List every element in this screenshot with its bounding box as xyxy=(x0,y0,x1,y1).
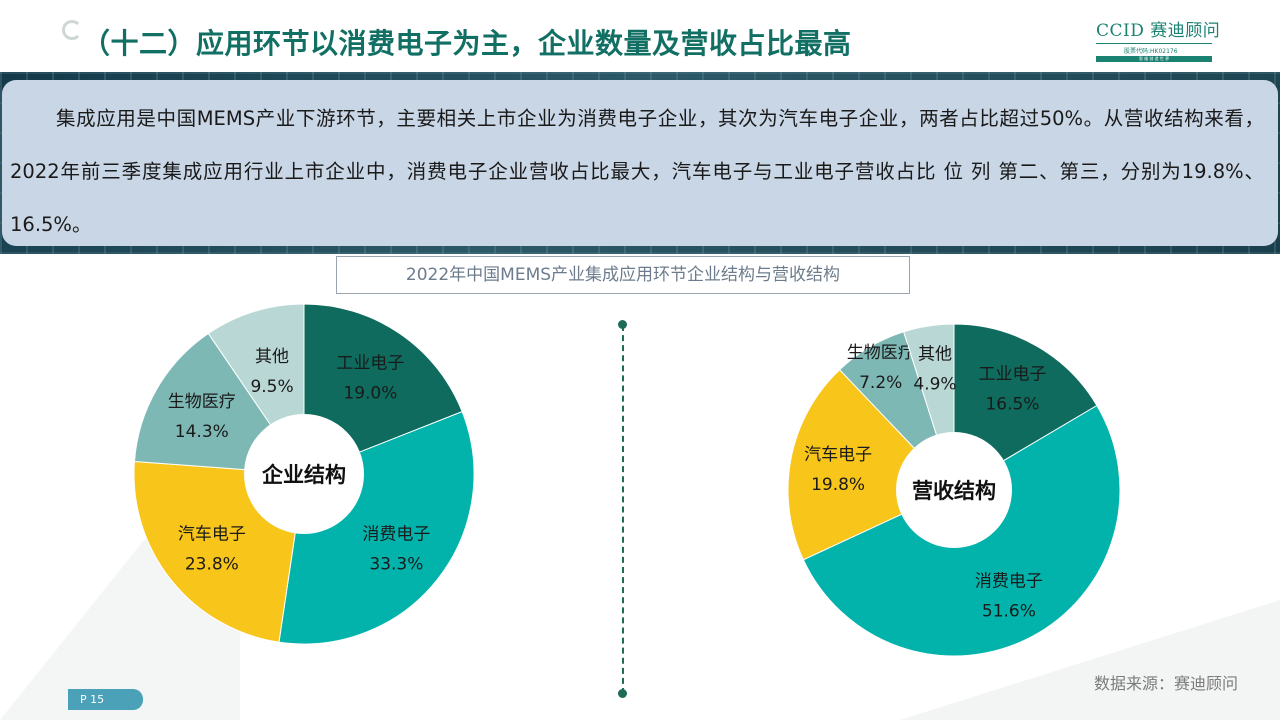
ccid-logo: CCID 赛迪顾问 股票代码:HK02176 思 维 创 造 世 界 xyxy=(1096,16,1221,62)
slice-value-label: 4.9% xyxy=(913,375,956,395)
slice-name-label: 工业电子 xyxy=(978,365,1046,385)
donut-slice-2 xyxy=(787,369,955,561)
slice-name-label: 生物医疗 xyxy=(168,392,236,412)
dashed-divider xyxy=(622,325,624,694)
slice-name-label: 消费电子 xyxy=(362,524,430,544)
slice-value-label: 19.8% xyxy=(811,475,865,495)
divider-dot xyxy=(618,689,627,698)
donut-hole xyxy=(896,432,1012,548)
divider-dot xyxy=(618,320,627,329)
enterprise-structure-donut: 工业电子 19.0% 消费电子 33.3% 汽车电子 23.8% 生物医疗 14.3% 其他 9.… xyxy=(133,303,475,645)
slice-value-label: 23.8% xyxy=(185,555,239,575)
donut-hole xyxy=(244,414,364,534)
slice-name-label: 汽车电子 xyxy=(804,445,872,465)
logo-tagline: 思 维 创 造 世 界 xyxy=(1096,56,1212,62)
summary-text: 集成应用是中国MEMS产业下游环节，主要相关上市企业为消费电子企业，其次为汽车电… xyxy=(10,107,1264,236)
page-number: P 15 xyxy=(68,689,143,710)
page-title: （十二）应用环节以消费电子为主，企业数量及营收占比最高 xyxy=(82,27,852,60)
chart-heading: 2022年中国MEMS产业集成应用环节企业结构与营收结构 xyxy=(336,256,910,294)
slice-name-label: 其他 xyxy=(255,347,289,367)
slice-value-label: 9.5% xyxy=(250,377,293,397)
slice-value-label: 14.3% xyxy=(175,422,229,442)
donut-center-label: 营收结构 xyxy=(912,479,996,503)
slice-value-label: 16.5% xyxy=(985,395,1039,415)
slice-name-label: 其他 xyxy=(918,345,952,365)
slice-value-label: 33.3% xyxy=(369,554,423,574)
slice-value-label: 19.0% xyxy=(343,383,397,403)
summary-card: 集成应用是中国MEMS产业下游环节，主要相关上市企业为消费电子企业，其次为汽车电… xyxy=(2,80,1278,246)
donut-center-label: 企业结构 xyxy=(261,463,346,487)
slice-value-label: 51.6% xyxy=(982,601,1036,621)
data-source: 数据来源：赛迪顾问 xyxy=(1094,674,1239,693)
slice-name-label: 生物医疗 xyxy=(847,343,915,363)
slice-value-label: 7.2% xyxy=(859,373,902,393)
title-ring-icon xyxy=(62,20,82,40)
logo-name: CCID 赛迪顾问 xyxy=(1096,21,1221,41)
slice-name-label: 汽车电子 xyxy=(178,525,246,545)
logo-stock-code: 股票代码:HK02176 xyxy=(1096,43,1212,55)
slice-name-label: 工业电子 xyxy=(336,353,404,373)
revenue-structure-donut: 工业电子 16.5% 消费电子 51.6% 汽车电子 19.8% 生物医疗 7.2% 其他 4.9… xyxy=(787,323,1121,657)
slice-name-label: 消费电子 xyxy=(975,571,1043,591)
